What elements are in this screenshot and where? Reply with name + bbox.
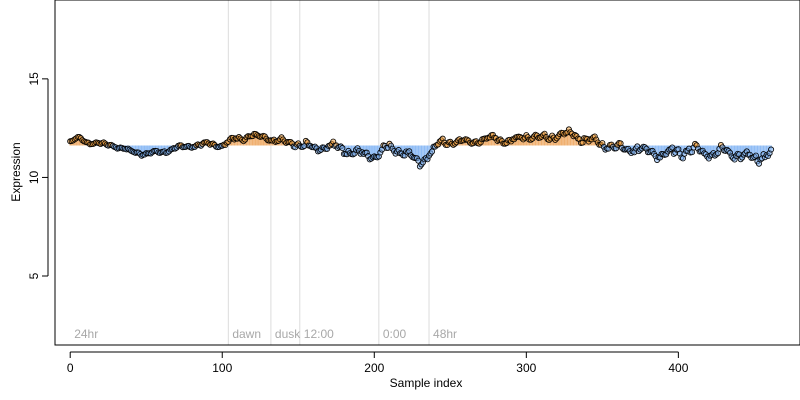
y-tick-label: 5 xyxy=(27,272,41,279)
phase-lines xyxy=(227,0,430,345)
data-points xyxy=(67,126,775,170)
phase-label: 48hr xyxy=(433,327,457,341)
data-point xyxy=(429,148,436,155)
data-point xyxy=(752,152,759,159)
y-tick-label: 15 xyxy=(27,72,41,86)
data-point xyxy=(339,145,346,152)
phase-label: 12:00 xyxy=(304,327,334,341)
y-axis: 5 10 15 xyxy=(27,72,49,279)
x-axis: 0 100 200 300 400 xyxy=(67,351,689,375)
phase-labels: 24hr dawn dusk 12:00 0:00 48hr xyxy=(74,327,457,341)
phase-label: dawn xyxy=(232,327,261,341)
x-tick-label: 0 xyxy=(67,361,74,375)
phase-label: dusk xyxy=(275,327,301,341)
phase-label: 24hr xyxy=(74,327,98,341)
x-tick-label: 200 xyxy=(364,361,384,375)
data-point xyxy=(768,146,775,153)
y-axis-label: Expression xyxy=(9,142,23,201)
phase-label: 0:00 xyxy=(383,327,407,341)
x-tick-label: 100 xyxy=(212,361,232,375)
x-tick-label: 400 xyxy=(668,361,688,375)
x-tick-label: 300 xyxy=(516,361,536,375)
x-axis-label: Sample index xyxy=(390,376,463,390)
plot-frame xyxy=(54,0,800,346)
y-tick-label: 10 xyxy=(27,170,41,184)
